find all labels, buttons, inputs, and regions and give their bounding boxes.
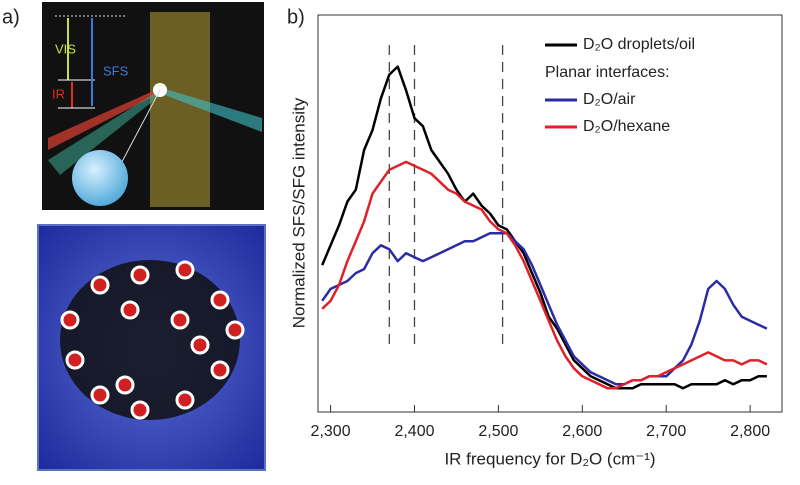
x-axis-title: IR frequency for D₂O (cm⁻¹) <box>444 449 655 468</box>
legend-subheading: Planar interfaces: <box>545 64 670 81</box>
plot-frame <box>317 14 783 413</box>
x-tick-label: 2,500 <box>478 423 518 440</box>
legend-label: D₂O droplets/oil <box>583 36 695 53</box>
energy-label: IR <box>52 86 65 101</box>
series-line <box>321 65 767 390</box>
x-tick-label: 2,300 <box>311 423 351 440</box>
legend-label: D₂O/air <box>583 91 636 108</box>
panel-label: b) <box>287 6 305 28</box>
series-line <box>321 232 768 386</box>
x-tick-label: 2,400 <box>394 423 434 440</box>
series-line <box>321 160 768 390</box>
y-axis-title: Normalized SFS/SFG intensity <box>289 97 308 328</box>
legend-label: D₂O/hexane <box>583 118 670 135</box>
x-tick-label: 2,700 <box>646 423 686 440</box>
panel-label: a) <box>2 6 20 28</box>
x-tick-label: 2,600 <box>562 423 602 440</box>
x-tick-label: 2,800 <box>730 423 770 440</box>
energy-label: VIS <box>55 41 76 56</box>
energy-label: SFS <box>103 63 129 78</box>
illustration <box>37 2 266 471</box>
